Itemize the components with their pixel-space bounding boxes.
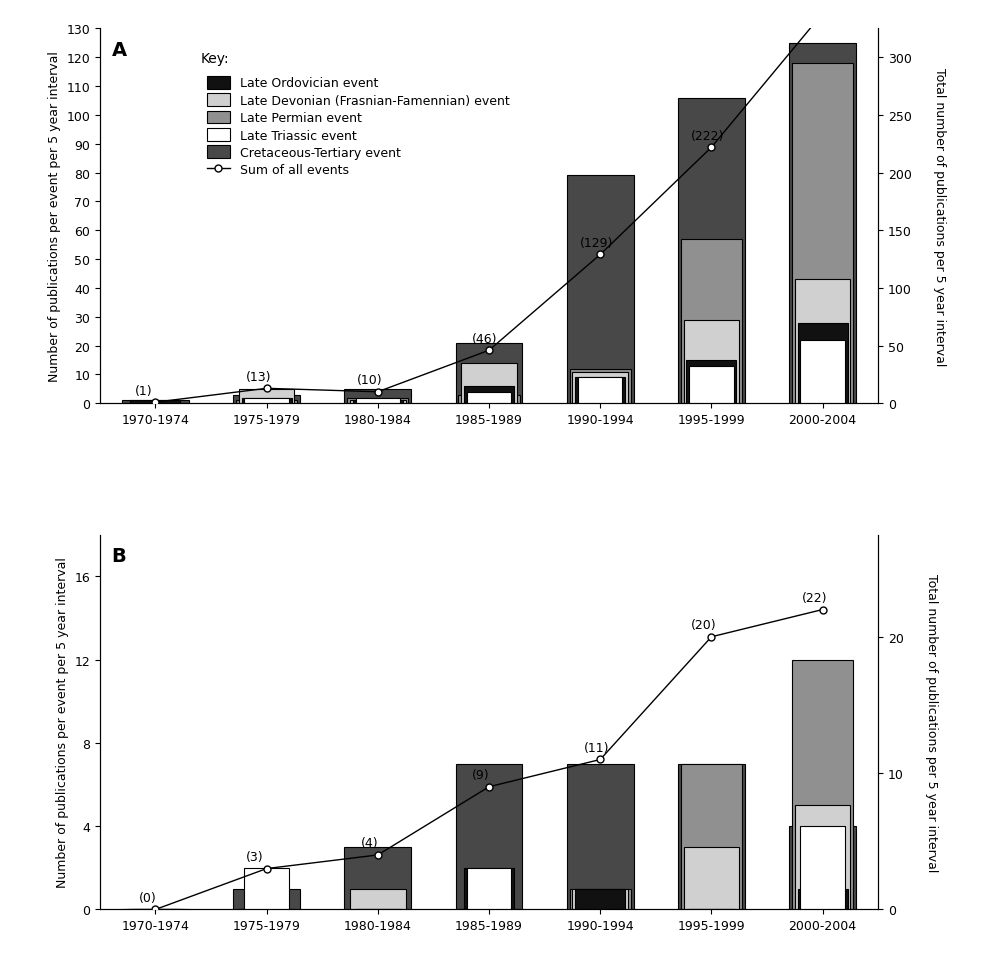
Text: (338): (338)	[0, 977, 1, 978]
Bar	[236, 401, 297, 404]
Bar	[797, 889, 847, 910]
Bar	[344, 847, 411, 910]
Text: (3): (3)	[246, 850, 263, 864]
Text: (0): (0)	[139, 891, 157, 904]
Legend: Late Ordovician event, Late Devonian (Frasnian-Famennian) event, Late Permian ev: Late Ordovician event, Late Devonian (Fr…	[208, 77, 510, 177]
Bar	[122, 401, 189, 404]
Bar	[792, 660, 853, 910]
Bar	[794, 280, 850, 404]
Bar	[578, 378, 623, 404]
Bar	[570, 370, 631, 404]
Bar	[789, 44, 856, 404]
Text: (222): (222)	[691, 129, 724, 143]
Bar	[575, 889, 625, 910]
Bar	[467, 867, 511, 910]
Text: (129): (129)	[580, 237, 613, 249]
Bar	[792, 64, 853, 404]
Bar	[350, 401, 405, 404]
Text: (13): (13)	[246, 371, 271, 383]
Bar	[242, 398, 291, 404]
Text: (46): (46)	[472, 333, 498, 345]
Text: (11): (11)	[584, 741, 609, 754]
Bar	[794, 806, 850, 910]
Y-axis label: Number of publications per event per 5 year interval: Number of publications per event per 5 y…	[56, 557, 69, 887]
Bar	[467, 392, 511, 404]
Y-axis label: Number of publications per event per 5 year interval: Number of publications per event per 5 y…	[48, 52, 61, 381]
Bar	[456, 343, 522, 404]
Bar	[355, 398, 400, 404]
Bar	[573, 889, 628, 910]
Y-axis label: Total number of publications per 5 year interval: Total number of publications per 5 year …	[925, 573, 938, 871]
Text: (1): (1)	[135, 384, 152, 397]
Y-axis label: Total number of publications per 5 year interval: Total number of publications per 5 year …	[933, 67, 946, 366]
Bar	[234, 889, 300, 910]
Bar	[575, 378, 625, 404]
Text: B: B	[112, 547, 126, 565]
Text: Key:: Key:	[201, 52, 230, 66]
Bar	[347, 398, 408, 404]
Bar	[353, 401, 403, 404]
Bar	[800, 826, 845, 910]
Bar	[570, 889, 631, 910]
Bar	[239, 389, 294, 404]
Text: (4): (4)	[361, 836, 379, 850]
Bar	[681, 764, 742, 910]
Bar	[690, 367, 734, 404]
Bar	[800, 340, 845, 404]
Bar	[681, 240, 742, 404]
Bar	[684, 847, 740, 910]
Bar	[567, 176, 634, 404]
Bar	[458, 395, 520, 404]
Bar	[245, 867, 288, 910]
Text: (9): (9)	[472, 769, 490, 781]
Bar	[687, 361, 737, 404]
Bar	[461, 364, 517, 404]
Bar	[678, 764, 745, 910]
Bar	[567, 764, 634, 910]
Text: (20): (20)	[691, 619, 717, 632]
Bar	[797, 323, 847, 404]
Bar	[684, 321, 740, 404]
Bar	[789, 826, 856, 910]
Bar	[344, 389, 411, 404]
Text: (22): (22)	[801, 592, 827, 604]
Bar	[245, 398, 288, 404]
Bar	[456, 764, 522, 910]
Bar	[464, 386, 514, 404]
Text: A: A	[112, 40, 127, 60]
Bar	[573, 373, 628, 404]
Bar	[234, 395, 300, 404]
Bar	[678, 99, 745, 404]
Bar	[464, 867, 514, 910]
Text: (10): (10)	[357, 374, 382, 387]
Bar	[131, 401, 181, 404]
Bar	[350, 889, 405, 910]
